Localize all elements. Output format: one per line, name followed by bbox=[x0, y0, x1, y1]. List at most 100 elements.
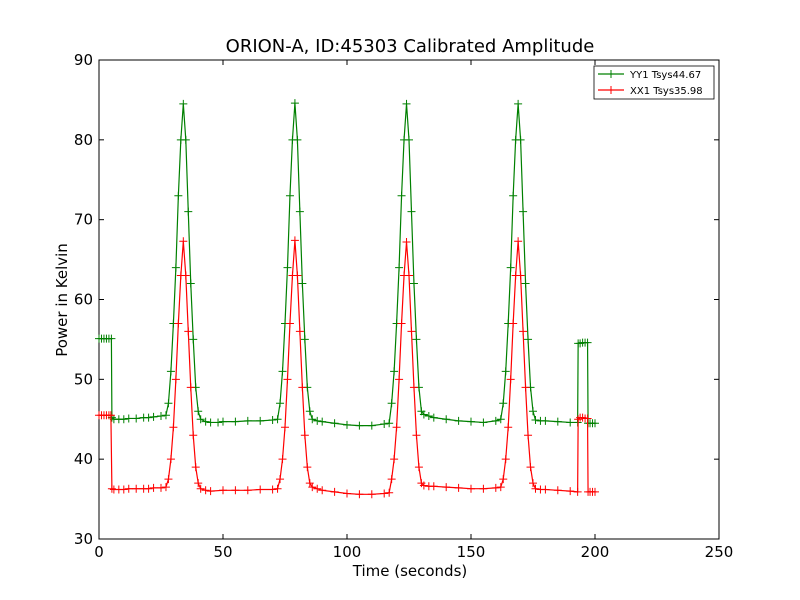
data-point-marker bbox=[206, 418, 215, 427]
data-point-marker bbox=[194, 407, 203, 416]
data-point-marker bbox=[531, 416, 540, 425]
data-point-marker bbox=[387, 475, 396, 484]
data-point-marker bbox=[164, 399, 173, 408]
data-point-marker bbox=[283, 263, 292, 272]
legend-entries: YY1 Tsys44.67 XX1 Tsys35.98 bbox=[598, 70, 703, 97]
data-point-marker bbox=[106, 411, 115, 420]
data-point-marker bbox=[526, 463, 535, 472]
data-point-marker bbox=[268, 416, 277, 425]
data-point-marker bbox=[318, 486, 327, 495]
data-point-marker bbox=[171, 375, 180, 384]
data-point-marker bbox=[186, 279, 195, 288]
data-point-marker bbox=[409, 279, 418, 288]
data-point-marker bbox=[504, 423, 513, 432]
x-tick-label: 50 bbox=[213, 543, 232, 561]
data-point-marker bbox=[214, 418, 223, 427]
data-point-marker bbox=[491, 416, 500, 425]
data-point-marker bbox=[256, 485, 265, 494]
data-point-marker bbox=[201, 486, 210, 495]
data-point-marker bbox=[107, 484, 116, 493]
legend-label: YY1 Tsys44.67 bbox=[629, 70, 701, 81]
data-point-marker bbox=[499, 475, 508, 484]
data-point-marker bbox=[330, 487, 339, 496]
data-point-marker bbox=[367, 490, 376, 499]
data-point-marker bbox=[591, 419, 599, 428]
data-point-marker bbox=[308, 483, 317, 492]
data-point-marker bbox=[414, 463, 423, 472]
data-point-marker bbox=[256, 416, 265, 425]
data-point-marker bbox=[509, 319, 518, 328]
data-point-marker bbox=[194, 479, 203, 488]
x-tick-label: 100 bbox=[333, 543, 362, 561]
data-point-marker bbox=[442, 483, 451, 492]
data-point-marker bbox=[174, 191, 183, 200]
data-point-marker bbox=[300, 431, 309, 440]
data-point-marker bbox=[529, 479, 537, 488]
data-point-marker bbox=[318, 417, 327, 426]
data-point-marker bbox=[191, 463, 200, 472]
data-point-marker bbox=[407, 327, 416, 336]
data-point-marker bbox=[231, 417, 240, 426]
y-tick-label: 30 bbox=[74, 530, 93, 548]
data-point-marker bbox=[313, 416, 322, 425]
data-point-marker bbox=[491, 483, 500, 492]
data-point-marker bbox=[343, 489, 351, 498]
y-tick-label: 70 bbox=[74, 211, 93, 229]
data-point-marker bbox=[516, 271, 525, 280]
data-point-marker bbox=[179, 237, 188, 246]
data-point-marker bbox=[313, 484, 322, 493]
data-point-marker bbox=[107, 334, 116, 343]
data-point-marker bbox=[479, 418, 488, 427]
data-point-marker bbox=[149, 483, 158, 492]
data-point-marker bbox=[407, 207, 416, 216]
data-point-marker bbox=[392, 423, 401, 432]
data-point-marker bbox=[524, 431, 533, 440]
chart-title: ORION-A, ID:45303 Calibrated Amplitude bbox=[226, 36, 595, 57]
data-point-marker bbox=[161, 411, 170, 420]
data-point-marker bbox=[541, 416, 550, 425]
data-point-marker bbox=[506, 263, 515, 272]
data-point-marker bbox=[278, 455, 287, 464]
data-point-marker bbox=[231, 486, 240, 495]
data-point-marker bbox=[496, 483, 505, 492]
data-point-marker bbox=[276, 399, 285, 408]
data-point-marker bbox=[573, 487, 582, 496]
data-point-marker bbox=[390, 455, 399, 464]
data-point-marker bbox=[367, 421, 376, 430]
y-tick-label: 40 bbox=[74, 450, 93, 468]
data-point-marker bbox=[184, 207, 193, 216]
data-point-marker bbox=[298, 279, 307, 288]
legend-label: XX1 Tsys35.98 bbox=[630, 86, 703, 97]
data-point-marker bbox=[531, 484, 540, 493]
data-point-marker bbox=[424, 412, 433, 421]
data-point-marker bbox=[189, 431, 198, 440]
data-point-marker bbox=[273, 484, 282, 493]
data-point-marker bbox=[506, 375, 515, 384]
data-point-marker bbox=[281, 423, 289, 432]
data-point-marker bbox=[395, 263, 404, 272]
data-point-marker bbox=[285, 191, 294, 200]
data-point-marker bbox=[519, 327, 528, 336]
y-tick-label: 80 bbox=[74, 131, 93, 149]
data-point-marker bbox=[591, 487, 599, 496]
data-point-marker bbox=[124, 484, 133, 493]
x-axis-label: Time (seconds) bbox=[352, 562, 468, 580]
data-point-marker bbox=[390, 367, 399, 376]
data-point-marker bbox=[184, 327, 193, 336]
data-point-marker bbox=[583, 338, 592, 347]
data-point-marker bbox=[479, 484, 488, 493]
series-1 bbox=[95, 99, 599, 430]
data-point-marker bbox=[174, 319, 183, 328]
data-point-marker bbox=[132, 484, 141, 493]
data-point-marker bbox=[429, 482, 438, 491]
data-point-marker bbox=[467, 417, 475, 426]
data-point-marker bbox=[385, 488, 394, 497]
data-point-marker bbox=[405, 271, 413, 280]
data-point-marker bbox=[206, 487, 215, 496]
series-layer bbox=[95, 99, 599, 499]
data-point-marker bbox=[157, 483, 165, 492]
data-point-marker bbox=[298, 383, 307, 392]
data-point-marker bbox=[343, 420, 351, 429]
data-point-marker bbox=[243, 486, 252, 495]
